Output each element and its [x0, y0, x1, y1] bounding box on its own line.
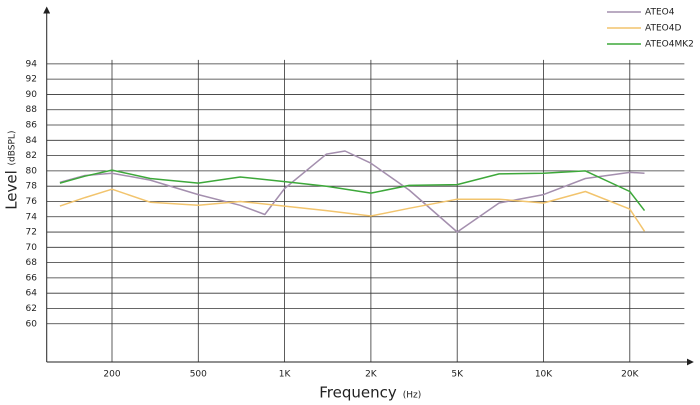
y-unit: (dBSPL) — [8, 131, 18, 166]
series-line — [59, 169, 646, 212]
y-tick-label: 84 — [26, 136, 38, 146]
y-tick-label: 78 — [26, 182, 38, 192]
y-tick-label: 60 — [26, 319, 38, 329]
y-tick-label: 76 — [26, 197, 38, 207]
y-axis-title: Level (dBSPL) — [3, 131, 21, 210]
y-tick-label: 68 — [26, 258, 38, 268]
y-tick-label: 82 — [26, 151, 37, 161]
x-tick-label: 5K — [451, 370, 464, 380]
y-tick-label: 62 — [26, 304, 37, 314]
legend-label: ATEO4 — [645, 8, 675, 18]
x-tick-label: 10K — [535, 370, 553, 380]
x-tick-label: 200 — [103, 370, 120, 380]
legend-label: ATEO4MK2 — [645, 40, 694, 50]
series-line — [59, 188, 646, 232]
x-unit: (Hz) — [403, 391, 422, 401]
y-tick-label: 88 — [26, 105, 38, 115]
y-tick-label: 72 — [26, 228, 37, 238]
x-tick-label: 20K — [621, 370, 639, 380]
y-tick-label: 66 — [26, 273, 38, 283]
y-tick-label: 74 — [26, 212, 38, 222]
y-tick-label: 92 — [26, 75, 37, 85]
y-label: Level — [3, 170, 21, 210]
x-tick-label: 500 — [190, 370, 207, 380]
series-line — [59, 150, 645, 233]
y-tick-label: 64 — [26, 289, 38, 299]
x-tick-label: 1K — [279, 370, 292, 380]
x-tick-label: 2K — [365, 370, 378, 380]
y-tick-label: 80 — [26, 166, 38, 176]
legend-label: ATEO4D — [645, 24, 681, 34]
y-tick-label: 70 — [26, 243, 38, 253]
x-label: Frequency — [319, 384, 397, 402]
y-tick-label: 90 — [26, 90, 38, 100]
y-tick-label: 94 — [26, 59, 38, 69]
y-tick-label: 86 — [26, 121, 38, 131]
